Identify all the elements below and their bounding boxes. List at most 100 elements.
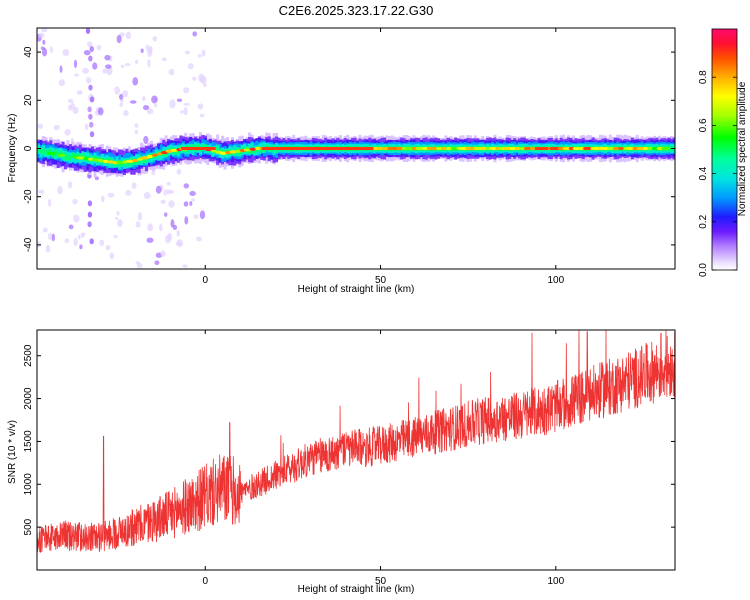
spectrogram-noise-blob <box>154 260 160 266</box>
spectrogram-noise-blob <box>142 105 150 111</box>
spectrogram-noise-blob <box>57 186 63 195</box>
spectrogram-band-cell <box>203 144 207 150</box>
spectrogram-band-cell <box>81 153 85 160</box>
spectrogram-noise-blob <box>199 210 206 220</box>
spectrogram-noise-blob <box>106 66 113 76</box>
spectrogram-peak <box>210 149 217 153</box>
spectrogram-peak <box>441 146 448 151</box>
spectrogram-y-tick-label: 20 <box>23 94 34 106</box>
spectrogram-noise-blob <box>85 77 92 84</box>
spectrogram-noise-blob <box>45 244 51 253</box>
spectrogram-band-cell <box>39 147 43 154</box>
colorbar-tick-label: 0.6 <box>698 118 709 132</box>
spectrogram-noise-blob <box>37 123 43 129</box>
spectrogram-marks <box>37 28 675 269</box>
spectrogram-peak <box>57 153 66 157</box>
spectrogram-peak <box>102 159 109 163</box>
spectrogram-noise-blob <box>192 76 197 81</box>
spectrogram-noise-blob <box>42 47 48 57</box>
spectrogram-noise-blob <box>160 250 166 257</box>
spectrogram-peak-core <box>534 147 549 150</box>
spectrogram-noise-blob <box>203 82 207 87</box>
snr-x-ticks: 0 50 100 <box>202 330 565 587</box>
spectrogram-peak <box>479 146 488 151</box>
snr-y-tick-label: 1500 <box>23 430 34 453</box>
spectrogram-band-cell <box>49 148 53 155</box>
spectrogram-noise-blob <box>100 195 105 203</box>
spectrogram-y-tick-label: -40 <box>23 237 34 252</box>
spectrogram-peak <box>151 153 158 157</box>
spectrogram-noise-blob <box>49 46 53 54</box>
spectrogram-x-tick-label: 0 <box>202 275 208 286</box>
spectrogram-peak <box>509 146 517 151</box>
spectrogram-band-cell <box>137 158 141 164</box>
spectrogram-peak <box>146 154 153 159</box>
spectrogram-noise-blob <box>191 198 195 202</box>
colorbar-tick-label: 0.0 <box>698 263 709 277</box>
spectrogram-noise-blob <box>97 107 104 116</box>
spectrogram-noise-blob <box>147 59 151 68</box>
spectrogram-noise-blob <box>73 214 80 223</box>
spectrogram-peak <box>405 146 415 151</box>
spectrogram-noise-blob <box>161 57 167 62</box>
spectrogram-noise-blob <box>176 229 180 237</box>
spectrogram-noise-blob <box>87 200 93 207</box>
snr-y-tick-label: 2000 <box>23 387 34 410</box>
spectrogram-noise-blob <box>72 106 79 115</box>
spectrogram-noise-blob <box>147 223 154 232</box>
spectrogram-noise-blob <box>160 199 166 204</box>
spectrogram-noise-blob <box>170 219 175 228</box>
spectrogram-band-cell <box>63 154 68 161</box>
spectrogram-noise-blob <box>51 233 56 242</box>
spectrogram-peak <box>445 146 453 151</box>
spectrogram-noise-blob <box>38 32 45 39</box>
spectrogram-noise-blob <box>62 48 70 57</box>
colorbar-tick-label: 0.4 <box>698 166 709 180</box>
colorbar-tick-label: 0.8 <box>698 70 709 84</box>
spectrogram-peak <box>515 146 521 151</box>
spectrogram-x-ticks: 0 50 100 <box>202 28 565 286</box>
spectrogram-noise-blob <box>92 62 98 70</box>
spectrogram-noise-blob <box>146 237 154 243</box>
spectrogram-noise-blob <box>37 241 41 248</box>
colorbar: 0.0 0.2 0.4 0.6 0.8 Normalized spectral ampl… <box>698 28 748 277</box>
spectrogram-band-cell <box>196 144 200 150</box>
spectrogram-noise-blob <box>165 234 171 244</box>
spectrogram-noise-blob <box>192 31 198 37</box>
spectrogram-peak <box>612 146 620 151</box>
snr-panel: 0 50 100 500 1000 1500 2000 2500 Height of str… <box>7 329 676 595</box>
spectrogram-noise-blob <box>89 238 94 245</box>
spectrogram-noise-blob <box>199 113 205 118</box>
spectrogram-peak <box>660 146 670 151</box>
spectrogram-band-cell <box>120 161 124 167</box>
spectrogram-noise-blob <box>132 77 139 86</box>
spectrogram-noise-blob <box>166 189 171 195</box>
spectrogram-noise-blob <box>99 239 105 246</box>
spectrogram-noise-blob <box>143 192 151 200</box>
spectrogram-noise-blob <box>134 123 139 128</box>
spectrogram-noise-blob <box>76 90 83 95</box>
spectrogram-noise-blob <box>180 110 184 114</box>
spectrogram-x-tick-label: 50 <box>375 275 387 286</box>
spectrogram-noise-blob <box>159 223 163 232</box>
spectrogram-noise-blob <box>123 110 129 117</box>
snr-y-tick-label: 1000 <box>23 473 34 496</box>
snr-x-axis-label: Height of straight line (km) <box>298 584 415 595</box>
spectrogram-noise-blob <box>135 221 141 228</box>
snr-y-tick-label: 500 <box>23 518 34 535</box>
spectrogram-noise-blob <box>87 106 92 113</box>
spectrogram-noise-blob <box>183 183 190 189</box>
snr-plot-area <box>37 330 675 570</box>
spectrogram-noise-blob <box>87 221 92 228</box>
spectrogram-noise-blob <box>197 103 204 110</box>
snr-series-line <box>37 330 675 553</box>
spectrogram-noise-blob <box>117 219 123 228</box>
spectrogram-x-axis-label: Height of straight line (km) <box>298 284 415 295</box>
spectrogram-noise-blob <box>163 189 167 196</box>
spectrogram-noise-blob <box>187 63 194 70</box>
spectrogram-peak <box>170 148 179 152</box>
spectrogram-noise-blob <box>89 46 94 53</box>
spectrogram-noise-blob <box>88 113 93 120</box>
spectrogram-noise-blob <box>89 131 95 138</box>
spectrogram-noise-blob <box>38 189 45 195</box>
